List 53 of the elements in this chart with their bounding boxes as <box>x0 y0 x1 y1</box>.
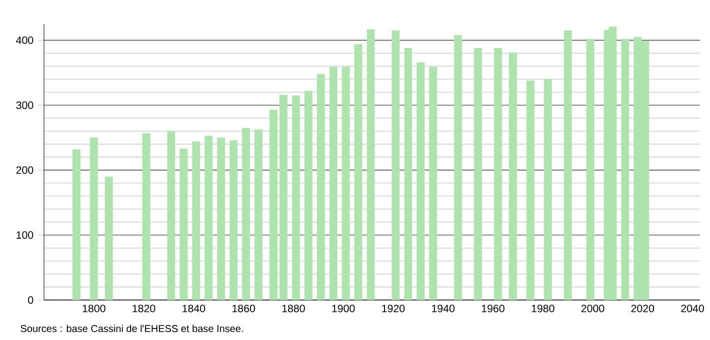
bar <box>142 133 150 300</box>
bar <box>564 30 572 300</box>
x-tick-label: 1880 <box>282 304 305 312</box>
x-tick-label: 1960 <box>482 304 504 312</box>
x-tick-label: 1840 <box>182 304 206 312</box>
bar <box>392 30 400 300</box>
bar <box>526 80 534 300</box>
x-tick-label: 1820 <box>132 304 156 312</box>
bar <box>104 176 113 300</box>
bar <box>279 94 288 300</box>
bar <box>342 66 350 300</box>
bar <box>544 79 552 300</box>
bar <box>404 48 412 300</box>
bar <box>269 110 278 300</box>
x-tick-label: 1920 <box>382 304 405 312</box>
bar <box>508 52 517 300</box>
y-tick-label: 400 <box>16 36 34 44</box>
y-tick-label: 200 <box>16 166 34 174</box>
bar <box>429 66 438 300</box>
bar <box>329 66 338 300</box>
bar <box>230 140 238 300</box>
bar <box>254 129 263 300</box>
x-tick-label: 1800 <box>82 304 106 312</box>
x-tick-label: 2040 <box>681 304 704 312</box>
bar <box>586 38 594 300</box>
bar <box>316 74 325 300</box>
bar <box>242 128 250 300</box>
bar <box>167 131 176 300</box>
bar <box>304 90 312 300</box>
bar <box>180 148 188 300</box>
bar <box>90 138 98 300</box>
x-tick-label: 1940 <box>432 304 455 312</box>
bar <box>494 48 502 300</box>
bar <box>204 136 213 300</box>
x-tick-label: 1900 <box>332 304 355 312</box>
bar <box>621 38 630 300</box>
x-tick-label: 1980 <box>532 304 554 312</box>
bar <box>192 142 200 300</box>
bar <box>454 35 462 300</box>
source-note: Sources : base Cassini de l'EHESS et base Insee. <box>20 324 243 332</box>
x-tick-label: 1860 <box>232 304 255 312</box>
bar <box>474 48 482 300</box>
y-tick-label: 100 <box>16 231 34 239</box>
x-tick-label: 2020 <box>631 304 654 312</box>
bar <box>366 29 375 300</box>
x-tick-label: 2000 <box>581 304 604 312</box>
y-tick-label: 300 <box>16 101 34 109</box>
bar <box>217 138 226 300</box>
bar <box>72 149 80 300</box>
bar <box>416 62 425 300</box>
bar <box>354 44 362 300</box>
bar <box>292 95 300 300</box>
y-tick-label: 0 <box>28 296 34 304</box>
